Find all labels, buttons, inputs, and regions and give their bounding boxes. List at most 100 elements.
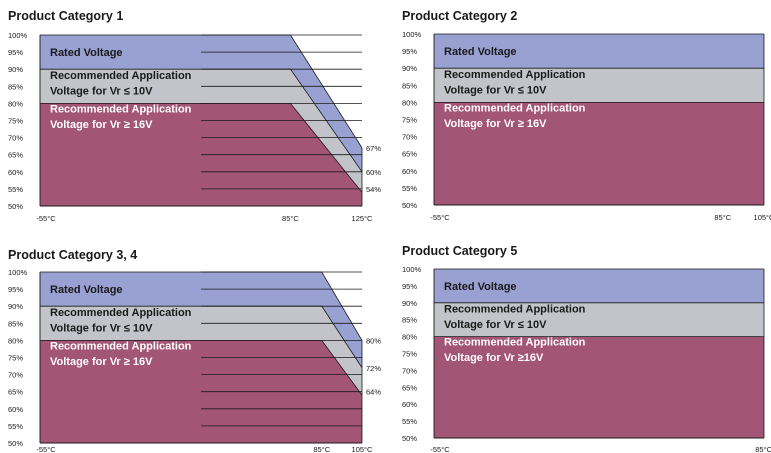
y-tick-label: 90% xyxy=(402,64,417,73)
y-tick-label: 85% xyxy=(8,319,23,328)
series-line xyxy=(40,340,363,396)
area-application-16v xyxy=(434,102,764,205)
y-tick-label: 95% xyxy=(8,48,23,57)
series-label: Recommended Application xyxy=(444,69,586,81)
y-tick-label: 100% xyxy=(402,265,422,274)
x-tick-label: 85°C xyxy=(755,445,771,453)
y-tick-label: 70% xyxy=(402,133,417,142)
series-line xyxy=(40,34,363,149)
y-tick-label: 100% xyxy=(8,268,28,277)
y-tick-label: 60% xyxy=(402,167,417,176)
series-label: Voltage for Vr ≤ 10V xyxy=(444,319,547,331)
x-tick-label: -55°C xyxy=(36,445,56,453)
series-label: Recommended Application xyxy=(50,70,192,82)
x-tick-label: -55°C xyxy=(430,213,450,222)
y-tick-label: 60% xyxy=(8,405,23,414)
series-label: Recommended Application xyxy=(444,337,586,349)
y-tick-label: 95% xyxy=(8,285,23,294)
chart-title: Product Category 3, 4 xyxy=(8,248,138,262)
y-tick-label: 85% xyxy=(402,81,417,90)
y-tick-label: 60% xyxy=(8,168,23,177)
x-tick-label: 85°C xyxy=(313,445,330,453)
series-label: Voltage for Vr ≥ 16V xyxy=(50,356,153,368)
chart-panel-4: Product Category 5 50% 55% 60% 65% 70% 75% 80%… xyxy=(402,244,771,453)
series-label: Voltage for Vr ≤ 10V xyxy=(50,85,153,97)
series-line xyxy=(40,305,363,368)
x-tick-label: -55°C xyxy=(36,214,56,223)
series-label: Voltage for Vr ≥ 16V xyxy=(444,118,547,130)
y-tick-label: 95% xyxy=(402,47,417,56)
series-line xyxy=(40,271,363,341)
chart-panel-3: Product Category 3, 4 50% 55% 60% 65% 70% 75%… xyxy=(8,248,381,453)
series-label: Recommended Application xyxy=(50,307,192,319)
series-label: Recommended Application xyxy=(444,304,586,316)
data-label: 60% xyxy=(366,168,381,177)
y-tick-label: 55% xyxy=(8,185,23,194)
y-tick-label: 100% xyxy=(8,31,28,40)
x-tick-label: 85°C xyxy=(282,214,299,223)
y-tick-label: 80% xyxy=(8,99,23,108)
y-tick-label: 80% xyxy=(402,333,417,342)
x-tick-label: 105°C xyxy=(754,213,771,222)
y-tick-label: 95% xyxy=(402,282,417,291)
series-label: Recommended Application xyxy=(50,104,192,116)
data-label: 72% xyxy=(366,364,381,373)
series-label: Recommended Application xyxy=(444,103,586,115)
y-tick-label: 90% xyxy=(8,65,23,74)
series-label: Voltage for Vr ≥16V xyxy=(444,352,544,364)
area-application-16v xyxy=(434,336,764,438)
series-line xyxy=(40,103,363,193)
y-tick-label: 85% xyxy=(402,316,417,325)
chart-svg: 50% 55% 60% 65% 70% 75% 80% 85% 90% 95% 100% -55°C 8… xyxy=(8,268,381,453)
y-tick-label: 50% xyxy=(8,202,23,211)
y-tick-label: 65% xyxy=(8,151,23,160)
y-tick-label: 50% xyxy=(8,439,23,448)
y-tick-label: 75% xyxy=(402,350,417,359)
y-tick-label: 75% xyxy=(8,354,23,363)
series-label: Recommended Application xyxy=(50,341,192,353)
chart-svg: 50% 55% 60% 65% 70% 75% 80% 85% 90% 95% 100% -55°C 8… xyxy=(8,31,381,223)
data-label: 67% xyxy=(366,144,381,153)
series-line xyxy=(40,68,363,173)
y-tick-label: 80% xyxy=(8,336,23,345)
x-tick-label: 85°C xyxy=(714,213,731,222)
y-tick-label: 50% xyxy=(402,434,417,443)
y-tick-label: 55% xyxy=(402,417,417,426)
y-tick-label: 75% xyxy=(402,116,417,125)
data-label: 64% xyxy=(366,388,381,397)
y-tick-label: 65% xyxy=(402,150,417,159)
y-tick-label: 50% xyxy=(402,201,417,210)
y-tick-label: 85% xyxy=(8,82,23,91)
y-tick-label: 70% xyxy=(402,366,417,375)
y-tick-label: 55% xyxy=(8,422,23,431)
series-label: Voltage for Vr ≥ 16V xyxy=(50,119,153,131)
series-label: Voltage for Vr ≤ 10V xyxy=(444,84,547,96)
series-label-rated: Rated Voltage xyxy=(50,47,123,59)
chart-title: Product Category 2 xyxy=(402,9,518,23)
y-tick-label: 65% xyxy=(402,383,417,392)
chart-title: Product Category 1 xyxy=(8,9,124,23)
series-label-rated: Rated Voltage xyxy=(444,281,517,293)
chart-svg: 50% 55% 60% 65% 70% 75% 80% 85% 90% 95% 100% -55°C 8… xyxy=(402,30,771,222)
chart-panel-1: Product Category 1 50% 55% 60% 65% 70% 75% 80%… xyxy=(8,9,381,227)
y-tick-label: 70% xyxy=(8,134,23,143)
x-tick-label: 105°C xyxy=(352,445,374,453)
y-tick-label: 90% xyxy=(8,302,23,311)
y-tick-label: 60% xyxy=(402,400,417,409)
chart-panel-2: Product Category 2 50% 55% 60% 65% 70% 75% 80%… xyxy=(402,9,771,227)
y-tick-label: 75% xyxy=(8,117,23,126)
series-label-rated: Rated Voltage xyxy=(444,46,517,58)
y-tick-label: 100% xyxy=(402,30,422,39)
y-tick-label: 90% xyxy=(402,299,417,308)
data-label: 80% xyxy=(366,336,381,345)
series-label: Voltage for Vr ≤ 10V xyxy=(50,322,153,334)
y-tick-label: 65% xyxy=(8,388,23,397)
chart-title: Product Category 5 xyxy=(402,244,518,258)
x-tick-label: 125°C xyxy=(352,214,374,223)
series-label-rated: Rated Voltage xyxy=(50,284,123,296)
y-tick-label: 70% xyxy=(8,371,23,380)
y-tick-label: 80% xyxy=(402,98,417,107)
x-tick-label: -55°C xyxy=(430,445,450,453)
chart-svg: 50% 55% 60% 65% 70% 75% 80% 85% 90% 95% 100% -55°C 8… xyxy=(402,265,771,453)
y-tick-label: 55% xyxy=(402,184,417,193)
